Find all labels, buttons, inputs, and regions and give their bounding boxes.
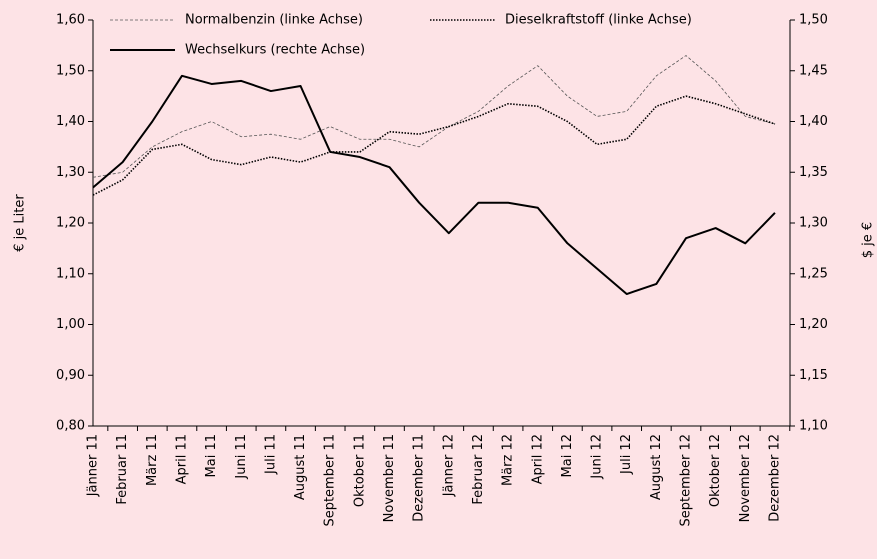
x-tick-label: August 11 [293,434,308,500]
y-tick-label: 1,60 [56,13,85,28]
y-tick-label: 0,90 [56,368,85,383]
x-tick-label: Februar 11 [115,434,130,505]
y-tick-label: 1,50 [56,63,85,78]
x-tick-label: Juli 12 [619,434,634,475]
y-axis-label: € je Liter [13,194,28,252]
x-tick-label: November 11 [382,434,397,522]
x-tick-label: Oktober 12 [708,434,723,507]
x-tick-label: September 12 [679,434,694,527]
x-tick-label: Mai 12 [560,434,575,477]
x-tick-label: März 12 [501,434,516,486]
x-tick-label: Dezember 12 [767,434,782,522]
y2-tick-label: 1,50 [799,13,828,28]
legend-label: Wechselkurs (rechte Achse) [185,43,365,58]
legend-label: Normalbenzin (linke Achse) [185,13,363,28]
y2-tick-label: 1,45 [799,63,828,78]
x-tick-label: April 12 [530,434,545,484]
x-tick-label: Jänner 11 [86,434,101,497]
x-tick-label: Juni 11 [234,434,249,480]
x-tick-label: November 12 [738,434,753,522]
x-tick-label: April 11 [174,434,189,484]
x-tick-label: August 12 [649,434,664,500]
y-tick-label: 1,10 [56,266,85,281]
y-tick-label: 1,20 [56,216,85,231]
x-tick-label: März 11 [145,434,160,486]
legend-label: Dieselkraftstoff (linke Achse) [505,13,692,28]
series-line [92,74,776,296]
y-tick-label: 1,40 [56,114,85,129]
x-tick-label: Februar 12 [471,434,486,505]
x-tick-label: September 11 [323,434,338,527]
y2-tick-label: 1,40 [799,114,828,129]
series-line [92,55,776,178]
x-tick-label: Dezember 11 [412,434,427,522]
x-tick-label: Oktober 11 [352,434,367,507]
y-tick-label: 0,80 [56,419,85,434]
y2-axis-label: $ je € [861,222,876,258]
y2-tick-label: 1,20 [799,317,828,332]
series-line [92,95,776,196]
y2-tick-label: 1,30 [799,216,828,231]
y-tick-label: 1,30 [56,165,85,180]
x-tick-label: Jänner 12 [441,434,456,497]
x-tick-label: Mai 11 [204,434,219,477]
y2-tick-label: 1,10 [799,419,828,434]
y-tick-label: 1,00 [56,317,85,332]
y2-tick-label: 1,25 [799,266,828,281]
x-tick-label: Juli 11 [263,434,278,475]
y2-tick-label: 1,35 [799,165,828,180]
x-tick-label: Juni 12 [590,434,605,480]
y2-tick-label: 1,15 [799,368,828,383]
